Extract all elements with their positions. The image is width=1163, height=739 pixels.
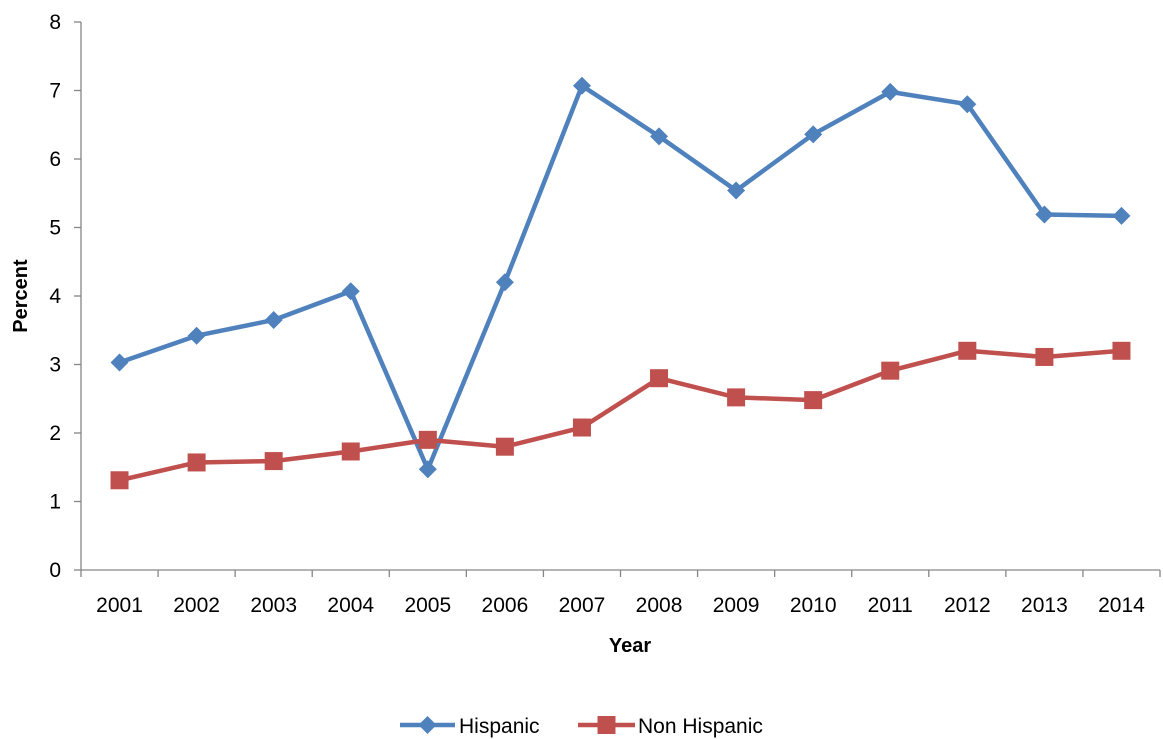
- legend-marker-diamond: [418, 716, 437, 734]
- legend-marker-square: [597, 716, 616, 734]
- y-tick-label: 1: [49, 491, 61, 514]
- x-axis: 2001 2002 2003 2004 2005 2006 2007 2008 2009 2010…: [80, 569, 1161, 617]
- data-point-diamond: [264, 310, 283, 329]
- data-point-square: [572, 418, 591, 437]
- series-hispanic: [110, 76, 1131, 479]
- y-axis-ticks: 0 1 2 3 4 5 6 7 8: [49, 11, 81, 582]
- y-tick-label: 6: [49, 148, 61, 171]
- data-point-diamond: [650, 127, 669, 146]
- x-tick-label: 2006: [482, 594, 529, 617]
- legend-item: Non Hispanic: [578, 715, 763, 738]
- data-point-diamond: [418, 460, 437, 479]
- x-tick-label: 2001: [96, 594, 143, 617]
- data-point-square: [341, 442, 360, 461]
- data-point-square: [881, 361, 900, 380]
- x-tick-label: 2009: [713, 594, 760, 617]
- y-tick-label: 7: [49, 80, 61, 103]
- data-point-square: [110, 471, 129, 490]
- data-point-square: [187, 453, 206, 472]
- x-axis-title: Year: [609, 635, 651, 657]
- data-point-diamond: [804, 125, 823, 144]
- legend-item: Hispanic: [400, 715, 540, 738]
- series-layer: [110, 76, 1131, 490]
- x-tick-label: 2007: [559, 594, 606, 617]
- data-point-diamond: [727, 181, 746, 200]
- data-point-diamond: [958, 95, 977, 114]
- data-point-diamond: [341, 282, 360, 301]
- x-tick-label: 2005: [404, 594, 451, 617]
- x-tick-label: 2008: [636, 594, 683, 617]
- y-tick-label: 3: [49, 354, 61, 377]
- data-point-square: [804, 391, 823, 410]
- data-point-square: [418, 430, 437, 449]
- y-tick-label: 5: [49, 217, 61, 240]
- legend: Hispanic Non Hispanic: [400, 715, 763, 738]
- series-line: [117, 83, 1124, 472]
- x-tick-label: 2012: [944, 594, 991, 617]
- data-point-diamond: [881, 82, 900, 101]
- x-tick-label: 2010: [790, 594, 837, 617]
- y-tick-label: 0: [49, 559, 61, 582]
- x-tick-label: 2013: [1021, 594, 1068, 617]
- y-tick-label: 2: [49, 422, 61, 445]
- data-point-square: [264, 452, 283, 471]
- x-tick-label: 2003: [250, 594, 297, 617]
- data-point-diamond: [495, 273, 514, 292]
- data-point-square: [958, 341, 977, 360]
- x-tick-label: 2002: [173, 594, 220, 617]
- series-line: [117, 348, 1124, 483]
- series-non-hispanic: [110, 341, 1131, 490]
- data-point-diamond: [1112, 206, 1131, 225]
- y-axis-title: Percent: [10, 259, 32, 333]
- data-point-diamond: [110, 353, 129, 372]
- data-point-square: [1112, 341, 1131, 360]
- x-tick-label: 2004: [327, 594, 374, 617]
- data-point-square: [495, 437, 514, 456]
- data-point-diamond: [1035, 205, 1054, 224]
- y-axis: 0 1 2 3 4 5 6 7 8: [49, 11, 82, 582]
- y-tick-label: 8: [49, 11, 61, 34]
- data-point-square: [650, 369, 669, 388]
- x-tick-label: 2014: [1098, 594, 1145, 617]
- legend-label: Non Hispanic: [638, 715, 763, 738]
- data-point-diamond: [572, 76, 591, 95]
- data-point-square: [727, 388, 746, 407]
- legend-label: Hispanic: [459, 715, 540, 738]
- y-tick-label: 4: [49, 285, 61, 308]
- x-axis-ticks: 2001 2002 2003 2004 2005 2006 2007 2008 2009 2010…: [80, 570, 1161, 617]
- data-point-diamond: [187, 326, 206, 345]
- x-tick-label: 2011: [868, 594, 913, 617]
- data-point-square: [1035, 347, 1054, 366]
